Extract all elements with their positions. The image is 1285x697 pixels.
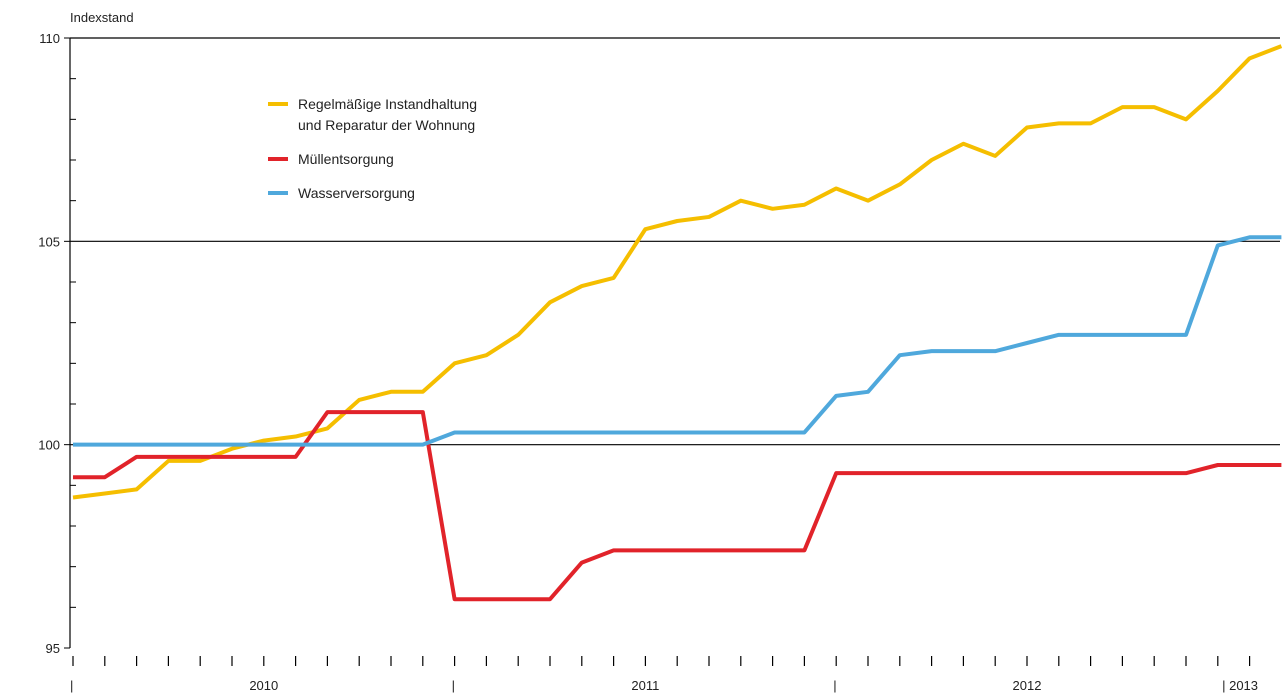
y-tick-label: 110 (39, 31, 60, 46)
y-axis-ticks: 95 100 105 110 (38, 31, 76, 656)
x-axis-ticks: | | | 2010 2011 2012 | 2013 (70, 656, 1258, 693)
year-marker: | (833, 678, 836, 693)
gridlines (70, 240, 1280, 446)
x-tick-label: 2011 (631, 678, 659, 693)
legend-label: Regelmäßige Instandhaltung (298, 96, 477, 112)
series-lines (72, 44, 1283, 602)
year-marker: | (452, 678, 455, 693)
series-line-1 (73, 410, 1282, 602)
legend-label: und Reparatur der Wohnung (298, 117, 475, 133)
axes (69, 37, 1280, 648)
series-line-0 (72, 44, 1283, 500)
y-axis-label: Indexstand (70, 10, 134, 25)
x-tick-label: 2010 (249, 678, 278, 693)
x-tick-label: 2012 (1013, 678, 1042, 693)
x-tick-label: | 2013 (1222, 678, 1258, 693)
y-tick-label: 100 (38, 438, 60, 453)
legend-label: Wasserversorgung (298, 185, 415, 201)
legend: Regelmäßige Instandhaltung und Reparatur … (268, 96, 477, 201)
year-marker: | (70, 678, 73, 693)
legend-label: Müllentsorgung (298, 151, 394, 167)
series-line-2 (73, 235, 1282, 447)
y-tick-label: 105 (38, 234, 60, 249)
y-tick-label: 95 (46, 641, 60, 656)
